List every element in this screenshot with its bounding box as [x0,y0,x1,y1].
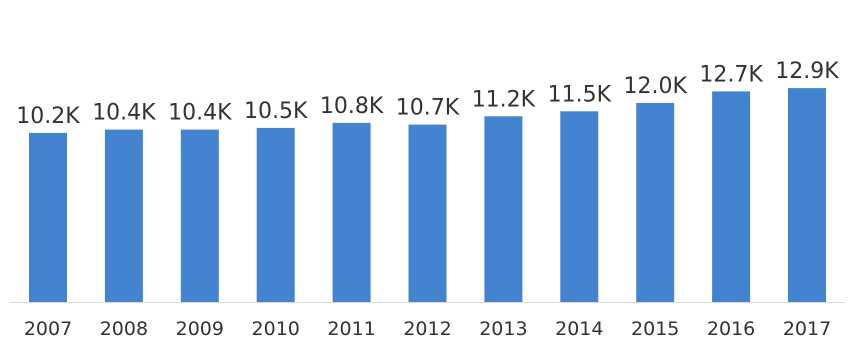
x-tick-label-2012: 2012 [403,318,451,340]
x-tick-label-2010: 2010 [252,318,300,340]
bars-group [29,88,826,303]
data-label-2014: 11.5K [548,82,612,107]
bar-2016 [712,91,751,303]
data-label-2009: 10.4K [168,101,232,126]
bar-2013 [484,116,523,302]
data-label-2011: 10.8K [320,94,384,119]
data-label-2012: 10.7K [396,96,460,121]
x-tick-label-2013: 2013 [479,318,527,340]
x-tick-label-2008: 2008 [100,318,148,340]
data-label-2015: 12.0K [623,74,687,99]
bar-2011 [332,122,371,303]
bar-2012 [408,124,447,302]
data-label-2010: 10.5K [244,99,308,124]
x-tick-label-2011: 2011 [327,318,375,340]
data-label-2008: 10.4K [92,101,156,126]
value-labels-group: 10.2K 10.4K 10.4K 10.5K 10.8K 10.7K 11.2K 11.5K… [16,59,839,129]
bar-2008 [104,129,143,302]
x-tick-label-2017: 2017 [783,318,831,340]
x-tick-label-2014: 2014 [555,318,603,340]
data-label-2017: 12.9K [775,59,839,84]
bar-2009 [180,129,219,302]
bar-2017 [788,88,826,302]
data-label-2016: 12.7K [699,62,763,87]
data-label-2013: 11.2K [472,87,536,112]
bar-2015 [636,103,675,302]
bar-2010 [256,127,295,303]
bar-2014 [560,111,599,302]
x-tick-label-2009: 2009 [176,318,224,340]
x-tick-label-2016: 2016 [707,318,755,340]
bar-2007 [29,132,67,302]
x-tick-labels-group: 2007 2008 2009 2010 2011 2012 2013 2014 2015 2016… [24,318,831,340]
x-tick-label-2015: 2015 [631,318,679,340]
data-label-2007: 10.2K [16,104,80,129]
x-tick-label-2007: 2007 [24,318,72,340]
